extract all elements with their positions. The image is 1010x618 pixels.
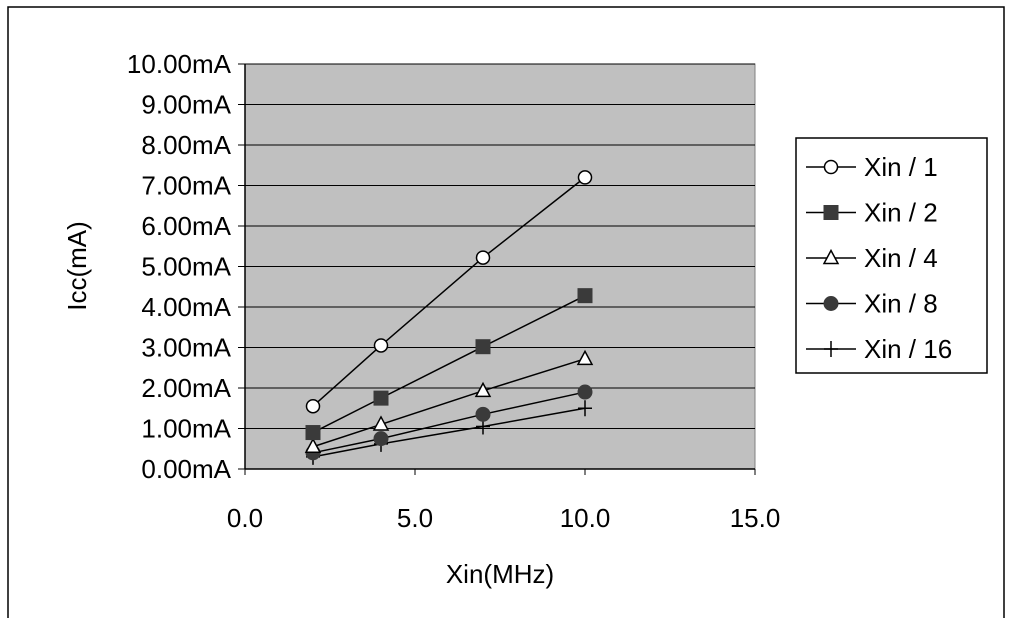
legend-label: Xin / 8 <box>864 289 938 319</box>
x-tick-label: 0.0 <box>227 503 263 533</box>
y-tick-label: 0.00mA <box>141 454 231 484</box>
data-point-s4 <box>475 406 491 422</box>
series-line-1 <box>312 176 586 407</box>
data-point-s1 <box>577 170 593 185</box>
legend-item: Xin / 16 <box>806 334 952 364</box>
x-tick-label: 10.0 <box>560 503 611 533</box>
y-tick-label: 3.00mA <box>141 333 231 363</box>
legend: Xin / 1 Xin / 2 Xin / 4 Xin / 8 Xin / 16 <box>806 152 952 364</box>
y-tick-label: 2.00mA <box>141 373 231 403</box>
data-point-s2 <box>577 288 593 304</box>
legend-item: Xin / 8 <box>806 289 938 319</box>
series-line-4 <box>312 391 586 454</box>
legend-marker <box>824 341 838 357</box>
y-tick-label: 6.00mA <box>141 211 231 241</box>
data-point-s2 <box>373 390 389 406</box>
x-tick-label: 5.0 <box>397 503 433 533</box>
grid-lines <box>245 63 755 429</box>
y-tick-label: 7.00mA <box>141 171 231 201</box>
series-line-2 <box>312 294 586 434</box>
legend-item: Xin / 4 <box>806 243 938 273</box>
x-axis-title: Xin(MHz) <box>446 559 554 589</box>
data-point-s3 <box>474 381 492 398</box>
data-point-s2 <box>305 425 321 441</box>
axes <box>238 63 756 475</box>
y-axis-title: Icc(mA) <box>62 221 92 311</box>
data-point-s1 <box>373 338 389 353</box>
legend-label: Xin / 2 <box>864 198 938 228</box>
legend-label: Xin / 16 <box>864 334 952 364</box>
y-tick-label: 4.00mA <box>141 292 231 322</box>
data-point-s1 <box>475 250 491 265</box>
legend-label: Xin / 4 <box>864 243 938 273</box>
legend-marker <box>822 248 840 265</box>
legend-marker <box>823 296 839 311</box>
x-tick-label: 15.0 <box>730 503 781 533</box>
data-point-s2 <box>475 339 491 355</box>
series-line-3 <box>312 358 586 448</box>
y-tick-label: 10.00mA <box>127 49 232 79</box>
legend-marker <box>823 159 839 175</box>
tick-labels: 0.00mA 1.00mA 2.00mA 3.00mA 4.00mA 5.00mA 6.00… <box>127 49 780 533</box>
data-point-s5 <box>578 400 592 417</box>
legend-label: Xin / 1 <box>864 152 938 182</box>
legend-item: Xin / 2 <box>806 198 938 228</box>
y-tick-label: 5.00mA <box>141 252 231 282</box>
data-point-s3 <box>304 437 322 453</box>
series-line-5 <box>312 407 586 458</box>
legend-item: Xin / 1 <box>806 152 938 182</box>
y-tick-label: 8.00mA <box>141 130 231 160</box>
data-point-s3 <box>372 415 390 431</box>
y-tick-label: 9.00mA <box>141 90 231 120</box>
data-point-s4 <box>577 384 593 400</box>
legend-marker <box>823 205 839 220</box>
series-markers <box>304 170 594 465</box>
data-point-s1 <box>305 398 321 414</box>
data-point-s3 <box>576 349 594 366</box>
y-tick-label: 1.00mA <box>141 414 231 444</box>
series-lines <box>312 176 586 458</box>
data-point-s4 <box>373 431 389 447</box>
